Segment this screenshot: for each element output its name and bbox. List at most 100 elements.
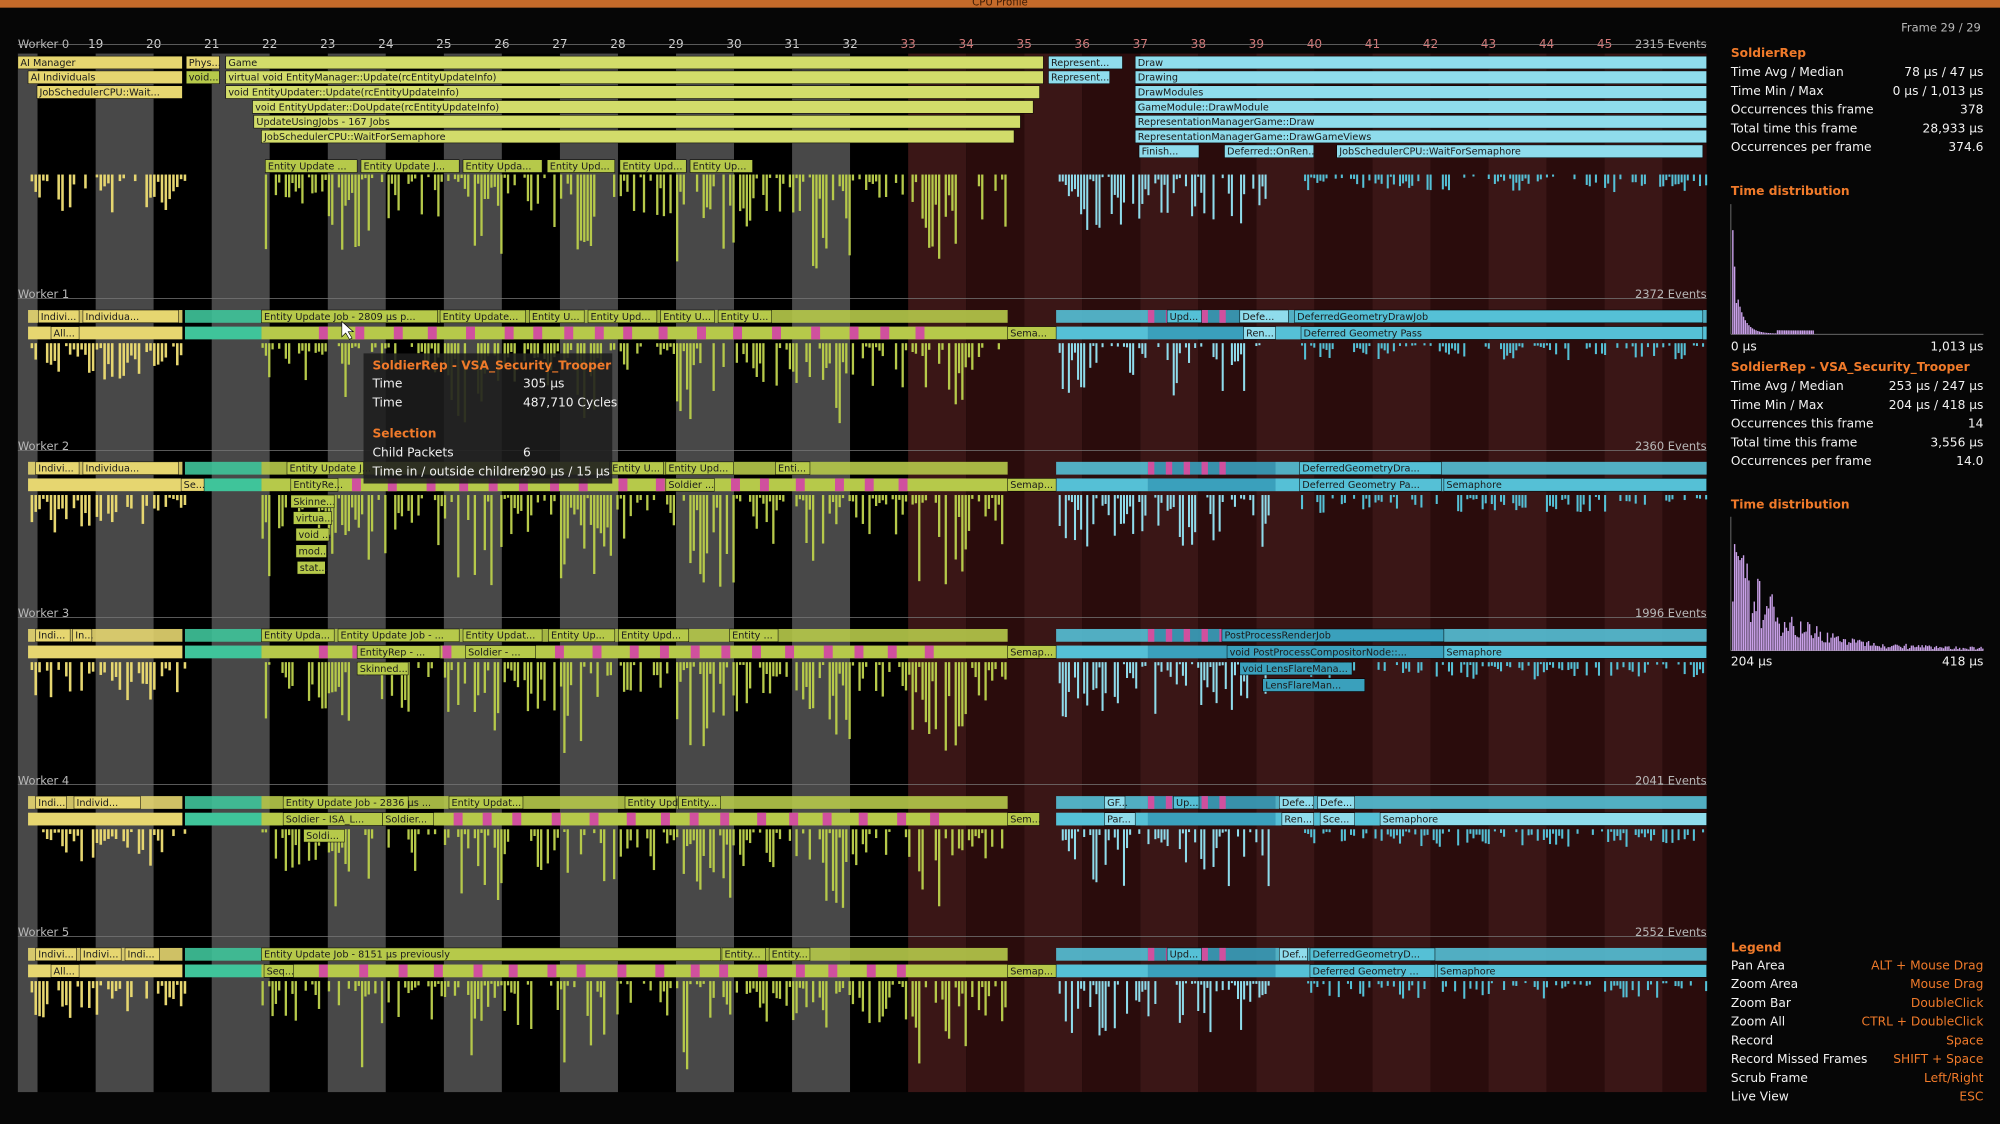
event-block[interactable]: [546, 159, 616, 173]
event-block[interactable]: [1309, 947, 1436, 961]
event-block[interactable]: [261, 947, 721, 961]
event-block[interactable]: [1048, 70, 1110, 84]
event-block[interactable]: [1443, 478, 1707, 492]
event-block[interactable]: [356, 661, 409, 676]
event-block[interactable]: [548, 628, 616, 642]
event-block[interactable]: [1007, 964, 1057, 978]
event-block[interactable]: [678, 795, 721, 810]
event-block[interactable]: [619, 159, 687, 173]
event-block[interactable]: [50, 964, 80, 978]
event-block[interactable]: [689, 159, 753, 173]
event-block[interactable]: [1336, 144, 1704, 158]
event-block[interactable]: [337, 628, 460, 642]
event-block[interactable]: [253, 115, 1021, 129]
event-block[interactable]: [729, 628, 779, 642]
event-block[interactable]: [1379, 812, 1707, 826]
event-block[interactable]: [225, 55, 1044, 70]
event-block[interactable]: [1317, 795, 1355, 810]
event-block[interactable]: [261, 628, 335, 642]
event-block[interactable]: [660, 309, 715, 324]
event-block[interactable]: [721, 947, 766, 961]
event-block[interactable]: [1007, 478, 1057, 492]
event-block[interactable]: [261, 129, 1015, 144]
event-block[interactable]: [1443, 645, 1707, 659]
event-block[interactable]: [1309, 964, 1436, 978]
event-block[interactable]: [1007, 326, 1057, 340]
event-block[interactable]: [1134, 115, 1707, 129]
event-block[interactable]: [775, 461, 811, 475]
event-block[interactable]: [439, 309, 526, 324]
event-block[interactable]: [1239, 661, 1353, 676]
event-block[interactable]: [185, 70, 220, 84]
event-block[interactable]: [360, 159, 460, 173]
event-block[interactable]: [529, 309, 585, 324]
event-block[interactable]: [462, 159, 543, 173]
event-block[interactable]: [1319, 812, 1355, 826]
event-block[interactable]: [618, 628, 690, 642]
event-block[interactable]: [35, 628, 71, 642]
event-block[interactable]: [1300, 326, 1704, 340]
event-block[interactable]: [290, 494, 335, 509]
event-block[interactable]: [35, 461, 80, 475]
event-block[interactable]: [82, 309, 179, 324]
event-block[interactable]: [124, 947, 160, 961]
event-block[interactable]: [1281, 812, 1315, 826]
event-block[interactable]: [356, 645, 441, 659]
event-block[interactable]: [1134, 129, 1707, 144]
event-block[interactable]: [1134, 70, 1707, 84]
event-block[interactable]: [665, 461, 734, 475]
event-block[interactable]: [295, 527, 330, 542]
event-block[interactable]: [295, 544, 327, 558]
event-block[interactable]: [36, 85, 183, 99]
event-block[interactable]: [1299, 478, 1442, 492]
event-block[interactable]: [17, 55, 183, 70]
event-block[interactable]: [35, 947, 77, 961]
event-block[interactable]: [1243, 326, 1276, 340]
event-block[interactable]: [296, 561, 326, 575]
event-block[interactable]: [1224, 144, 1315, 158]
event-block[interactable]: [1138, 144, 1200, 158]
event-block[interactable]: [1134, 100, 1707, 114]
event-block[interactable]: [1221, 628, 1445, 642]
event-block[interactable]: [1173, 795, 1200, 810]
event-block[interactable]: [27, 70, 183, 84]
event-block[interactable]: [1007, 645, 1057, 659]
event-block[interactable]: [1279, 795, 1315, 810]
event-block[interactable]: [1007, 812, 1040, 826]
event-block[interactable]: [1104, 812, 1136, 826]
event-block[interactable]: [1262, 678, 1366, 692]
event-block[interactable]: [263, 964, 294, 978]
event-block[interactable]: [290, 478, 339, 492]
timeline-plot[interactable]: 19 20 21 22 23 24 25 26 27 28 29 30 31 32 33 34 35 36 37 38…: [17, 37, 1708, 1093]
event-block[interactable]: [180, 478, 205, 492]
event-block[interactable]: [225, 85, 1040, 99]
event-block[interactable]: [665, 478, 715, 492]
event-block[interactable]: [382, 812, 434, 826]
event-block[interactable]: [1166, 947, 1202, 961]
event-block[interactable]: [1134, 85, 1707, 99]
event-block[interactable]: [587, 309, 658, 324]
event-block[interactable]: [1279, 947, 1308, 961]
event-block[interactable]: [80, 947, 122, 961]
event-block[interactable]: [35, 795, 67, 810]
event-block[interactable]: [1166, 309, 1202, 324]
event-block[interactable]: [1294, 309, 1704, 324]
event-block[interactable]: [1134, 55, 1707, 70]
event-block[interactable]: [462, 628, 543, 642]
event-block[interactable]: [252, 100, 1034, 114]
event-block[interactable]: [225, 70, 1044, 84]
event-block[interactable]: [465, 645, 536, 659]
event-block[interactable]: [38, 309, 80, 324]
event-block[interactable]: [717, 309, 772, 324]
event-block[interactable]: [185, 55, 220, 70]
event-block[interactable]: [448, 795, 524, 810]
event-block[interactable]: [265, 159, 358, 173]
event-block[interactable]: [261, 309, 438, 324]
event-block[interactable]: [1104, 795, 1126, 810]
event-block[interactable]: [1299, 461, 1442, 475]
event-block[interactable]: [768, 947, 811, 961]
event-block[interactable]: [72, 628, 93, 642]
event-block[interactable]: [73, 795, 141, 810]
event-block[interactable]: [293, 511, 332, 525]
event-block[interactable]: [1048, 55, 1123, 70]
